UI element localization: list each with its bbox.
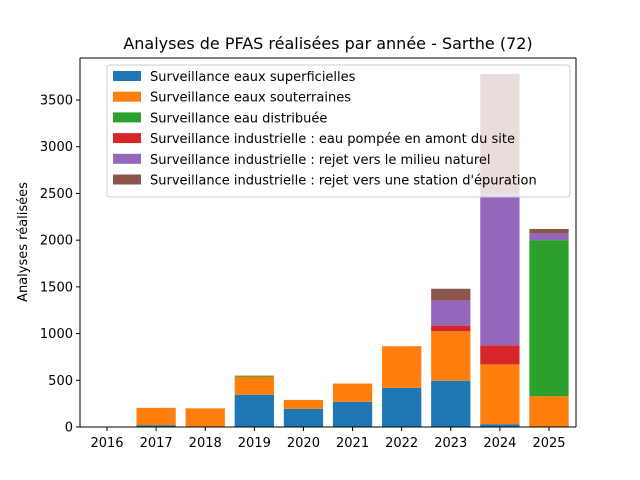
legend-swatch-2 bbox=[113, 91, 141, 102]
bar-2017-series-1 bbox=[136, 425, 176, 427]
x-tick-label-2022: 2022 bbox=[385, 436, 418, 451]
bar-2023-series-2 bbox=[431, 331, 471, 381]
chart-title: Analyses de PFAS réalisées par année - S… bbox=[123, 34, 532, 53]
bar-2024-series-4 bbox=[480, 345, 520, 365]
bar-2024-series-1 bbox=[480, 424, 520, 427]
legend: Surveillance eaux superficielles Surveill… bbox=[106, 64, 571, 198]
bar-2023-series-6 bbox=[431, 288, 471, 301]
legend-swatch-5 bbox=[113, 153, 141, 164]
x-tick-label-2023: 2023 bbox=[434, 436, 467, 451]
bar-2022-series-2 bbox=[382, 346, 422, 388]
axes bbox=[79, 57, 577, 428]
y-tick-label-0: 0 bbox=[65, 421, 73, 436]
x-tick-label-2024: 2024 bbox=[483, 436, 516, 451]
legend-box bbox=[106, 64, 571, 198]
legend-swatch-4 bbox=[113, 133, 141, 144]
y-tick-label-1000: 1000 bbox=[40, 327, 73, 342]
x-ticks: 2016 2017 2018 2019 2020 2021 2022 2023 2024 2025 bbox=[90, 427, 566, 451]
y-axis-label: Analyses réalisées bbox=[16, 182, 31, 302]
legend-label-6: Surveillance industrielle : rejet vers u… bbox=[150, 174, 537, 189]
legend-swatch-6 bbox=[113, 174, 141, 185]
legend-label-2: Surveillance eaux souterraines bbox=[150, 91, 351, 106]
y-tick-label-3500: 3500 bbox=[40, 94, 73, 109]
bar-2021-series-2 bbox=[332, 383, 373, 402]
x-tick-label-2020: 2020 bbox=[287, 436, 320, 451]
legend-swatch-3 bbox=[113, 112, 141, 123]
legend-label-4: Surveillance industrielle : eau pompée e… bbox=[150, 132, 515, 147]
y-tick-label-1500: 1500 bbox=[40, 280, 73, 295]
y-tick-label-2000: 2000 bbox=[40, 234, 73, 249]
y-ticks: 0 500 1000 1500 2000 2500 3000 3500 bbox=[40, 94, 80, 436]
bar-2024-series-2 bbox=[480, 364, 520, 425]
bar-2021-series-1 bbox=[332, 401, 373, 427]
legend-label-1: Surveillance eaux superficielles bbox=[150, 70, 356, 85]
bar-2025-series-2 bbox=[529, 396, 569, 427]
bar-2020-series-1 bbox=[283, 408, 324, 427]
bar-2024-series-5 bbox=[480, 193, 520, 346]
x-tick-label-2019: 2019 bbox=[238, 436, 271, 451]
y-tick-label-500: 500 bbox=[48, 374, 73, 389]
bar-2019-series-2 bbox=[234, 376, 274, 395]
bar-2023-series-5 bbox=[431, 300, 471, 326]
bar-2025-series-3 bbox=[529, 240, 569, 397]
x-tick-label-2018: 2018 bbox=[189, 436, 222, 451]
bar-2018-series-2 bbox=[185, 408, 225, 427]
x-tick-label-2017: 2017 bbox=[140, 436, 173, 451]
bar-2019-series-3 bbox=[234, 375, 274, 377]
bar-2025-series-5 bbox=[529, 233, 569, 241]
bar-2020-series-2 bbox=[283, 399, 324, 409]
bar-2017-series-2 bbox=[136, 407, 176, 426]
legend-swatch-1 bbox=[113, 71, 141, 81]
legend-label-5: Surveillance industrielle : rejet vers l… bbox=[150, 153, 491, 168]
bar-2023-series-1 bbox=[431, 380, 471, 427]
bar-2022-series-1 bbox=[382, 387, 422, 427]
x-tick-label-2021: 2021 bbox=[336, 436, 369, 451]
x-tick-label-2025: 2025 bbox=[532, 436, 565, 451]
x-tick-label-2016: 2016 bbox=[90, 436, 123, 451]
bar-2025-series-6 bbox=[529, 228, 569, 234]
legend-label-3: Surveillance eau distribuée bbox=[150, 111, 327, 126]
bar-2019-series-1 bbox=[234, 394, 274, 427]
y-tick-label-3000: 3000 bbox=[40, 140, 73, 155]
bar-2023-series-4 bbox=[431, 325, 471, 332]
y-tick-label-2500: 2500 bbox=[40, 187, 73, 202]
